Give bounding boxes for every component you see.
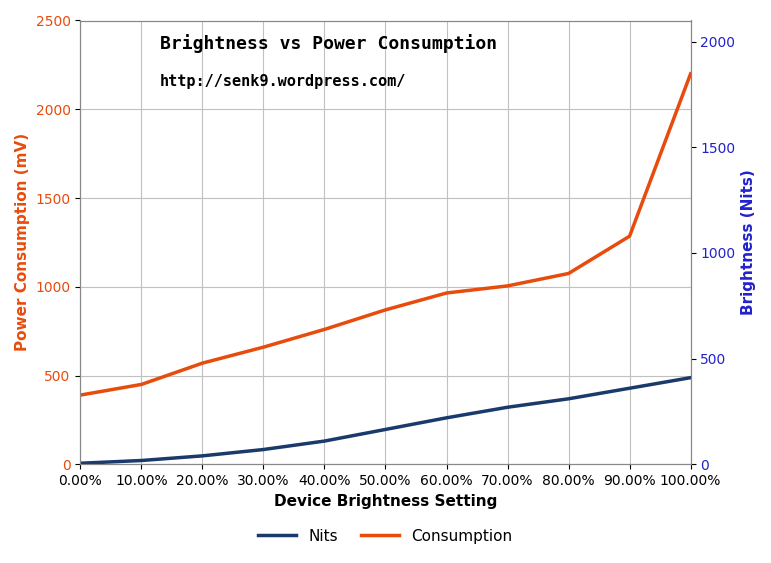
Nits [198,453,207,459]
Nits [381,426,390,433]
Nits [320,437,329,444]
X-axis label: Device Brightness Setting: Device Brightness Setting [274,494,497,508]
Nits [686,374,695,381]
Consumption [320,326,329,333]
Consumption [76,392,85,399]
Consumption [686,70,695,77]
Line: Nits: Nits [80,378,691,463]
Consumption [442,289,451,296]
Text: http://senk9.wordpress.com/: http://senk9.wordpress.com/ [160,74,406,89]
Nits [259,446,268,453]
Consumption [136,381,146,388]
Consumption [503,283,512,289]
Text: Brightness vs Power Consumption: Brightness vs Power Consumption [160,34,497,53]
Nits [625,385,635,392]
Consumption [198,360,207,367]
Nits [136,457,146,464]
Y-axis label: Power Consumption (mV): Power Consumption (mV) [15,133,30,351]
Consumption [259,344,268,351]
Y-axis label: Brightness (Nits): Brightness (Nits) [741,169,756,315]
Consumption [381,306,390,313]
Nits [503,404,512,410]
Legend: Nits, Consumption: Nits, Consumption [252,522,519,549]
Nits [76,460,85,467]
Consumption [564,270,573,277]
Line: Consumption: Consumption [80,74,691,395]
Nits [442,414,451,421]
Nits [564,395,573,402]
Consumption [625,233,635,240]
